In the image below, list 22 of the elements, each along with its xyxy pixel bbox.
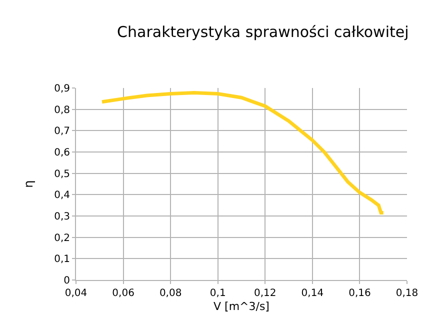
x-tick-label: 0,08	[159, 288, 182, 299]
y-tick-label: 0,6	[54, 148, 70, 158]
x-tick-label: 0,18	[396, 288, 418, 299]
y-tick-label: 0,4	[54, 190, 70, 202]
line-series	[100, 90, 386, 215]
x-tick-label: 0,12	[254, 288, 276, 299]
x-axis-title: V [m^3/s]	[214, 300, 270, 314]
x-tick-label: 0,04	[64, 288, 88, 299]
x-tick-label: 0,16	[348, 288, 371, 299]
y-tick-label: 0,8	[54, 104, 70, 116]
chart-title: Charakterystyka sprawności całkowitej	[117, 23, 409, 42]
y-tick-label: 0,9	[54, 84, 70, 94]
y-tick-label: 0	[64, 276, 70, 286]
x-tick-label: 0,06	[112, 288, 134, 299]
y-tick-label: 0,2	[54, 232, 70, 244]
y-tick-label: 0,5	[54, 168, 70, 180]
y-axis-title: η	[21, 180, 36, 188]
y-tick-label: 0,1	[54, 254, 70, 266]
y-tick-label: 0,3	[54, 212, 70, 222]
x-tick-label: 0,1	[210, 288, 226, 299]
x-tick-label: 0,14	[301, 288, 324, 299]
y-tick-label: 0,7	[54, 126, 70, 138]
